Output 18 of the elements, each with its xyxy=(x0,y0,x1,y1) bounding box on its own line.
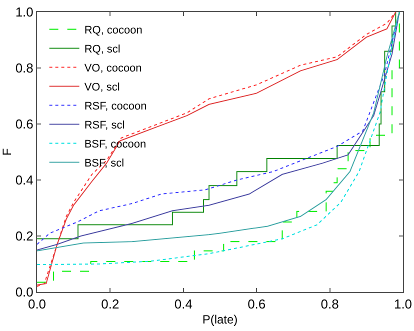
legend-label: RSF, scl xyxy=(84,120,125,132)
y-tick-label: 0.2 xyxy=(15,228,34,244)
y-tick-label: 0.8 xyxy=(15,60,34,76)
x-tick-label: 0.6 xyxy=(248,296,266,312)
y-axis-title: F xyxy=(0,148,14,156)
x-tick-label: 0.4 xyxy=(174,296,192,312)
legend-label: VO, scl xyxy=(84,82,120,94)
legend-label: RQ, cocoon xyxy=(84,24,142,37)
x-tick-label: 0.2 xyxy=(101,296,120,312)
x-axis-title: P(late) xyxy=(202,312,238,326)
x-tick-label: 0.8 xyxy=(320,296,339,312)
legend-label: RSF, cocoon xyxy=(84,100,147,113)
legend-label: VO, cocoon xyxy=(84,62,142,75)
legend-label: RQ, scl xyxy=(84,44,120,56)
y-tick-label: 1.0 xyxy=(15,4,34,20)
y-tick-label: 0.6 xyxy=(15,116,34,132)
y-tick-label: 0.4 xyxy=(15,172,34,188)
x-tick-label: 1.0 xyxy=(394,296,412,312)
